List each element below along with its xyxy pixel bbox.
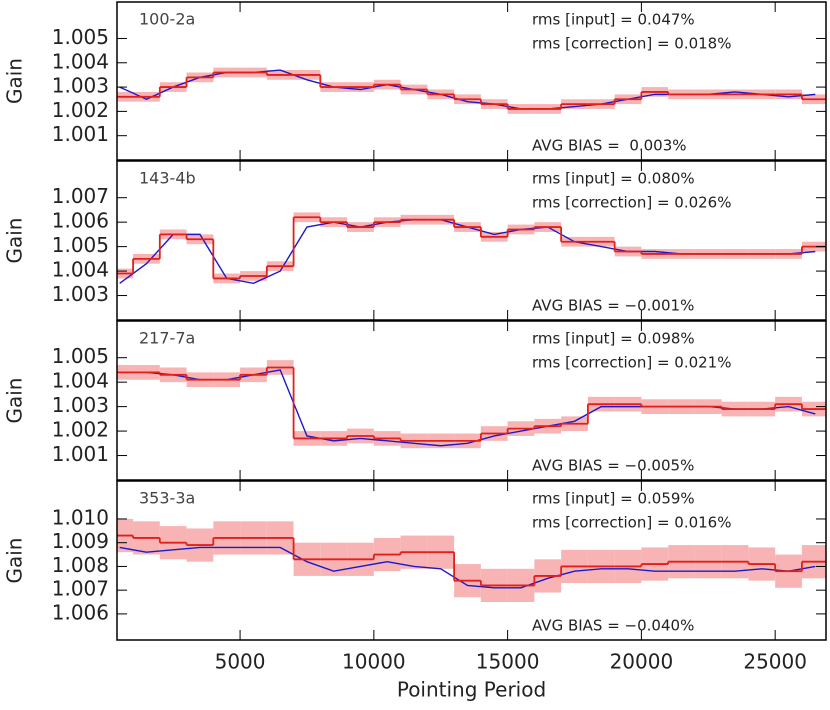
- annotation: rms [correction] = 0.018%: [532, 35, 731, 53]
- x-tick-label: 15000: [476, 650, 540, 674]
- panel-frame: [116, 1, 827, 161]
- x-tick-label: 5000: [215, 650, 266, 674]
- annotation: rms [input] = 0.098%: [532, 330, 695, 348]
- annotation: AVG BIAS = 0.003%: [532, 137, 687, 155]
- y-tick-label: 1.009: [52, 529, 109, 553]
- x-tick-label: 25000: [743, 650, 807, 674]
- x-tick-label: 10000: [342, 650, 406, 674]
- y-tick-label: 1.002: [52, 98, 109, 122]
- panel-frame: [116, 320, 827, 481]
- y-tick-label: 1.007: [52, 184, 109, 208]
- y-tick-label: 1.006: [52, 209, 109, 233]
- annotation: AVG BIAS = −0.001%: [532, 297, 694, 315]
- y-tick-label: 1.008: [52, 553, 109, 577]
- panel-label: 100-2a: [139, 10, 195, 29]
- panel-frame: [116, 480, 827, 641]
- annotation: rms [correction] = 0.026%: [532, 194, 731, 212]
- y-axis-label: Gain: [3, 378, 27, 424]
- y-tick-label: 1.006: [52, 600, 109, 624]
- y-tick-label: 1.003: [52, 74, 109, 98]
- annotation: rms [input] = 0.047%: [532, 11, 695, 29]
- annotation: rms [input] = 0.080%: [532, 170, 695, 188]
- y-tick-label: 1.007: [52, 577, 109, 601]
- y-tick-label: 1.005: [52, 233, 109, 257]
- panel-label: 217-7a: [139, 329, 195, 348]
- y-tick-label: 1.003: [52, 282, 109, 306]
- y-tick-label: 1.001: [52, 122, 109, 146]
- x-tick-label: 20000: [610, 650, 674, 674]
- y-axis-label: Gain: [3, 538, 27, 584]
- annotation: AVG BIAS = −0.005%: [532, 457, 694, 475]
- y-tick-label: 1.005: [52, 344, 109, 368]
- panel-frame: [116, 160, 827, 321]
- data-line: [119, 546, 816, 589]
- y-axis-label: Gain: [3, 218, 27, 264]
- annotation: rms [correction] = 0.016%: [532, 514, 731, 532]
- x-axis-label: Pointing Period: [397, 678, 546, 702]
- y-tick-label: 1.001: [52, 442, 109, 466]
- annotation: rms [correction] = 0.021%: [532, 354, 731, 372]
- y-tick-label: 1.004: [52, 369, 109, 393]
- y-tick-label: 1.002: [52, 418, 109, 442]
- y-tick-label: 1.004: [52, 49, 109, 73]
- panel-label: 143-4b: [139, 169, 196, 188]
- y-axis-label: Gain: [3, 58, 27, 104]
- y-tick-label: 1.004: [52, 258, 109, 282]
- y-tick-label: 1.010: [52, 505, 109, 529]
- annotation: AVG BIAS = −0.040%: [532, 617, 694, 635]
- annotation: rms [input] = 0.059%: [532, 490, 695, 508]
- panel-label: 353-3a: [139, 489, 195, 508]
- y-tick-label: 1.005: [52, 25, 109, 49]
- y-tick-label: 1.003: [52, 393, 109, 417]
